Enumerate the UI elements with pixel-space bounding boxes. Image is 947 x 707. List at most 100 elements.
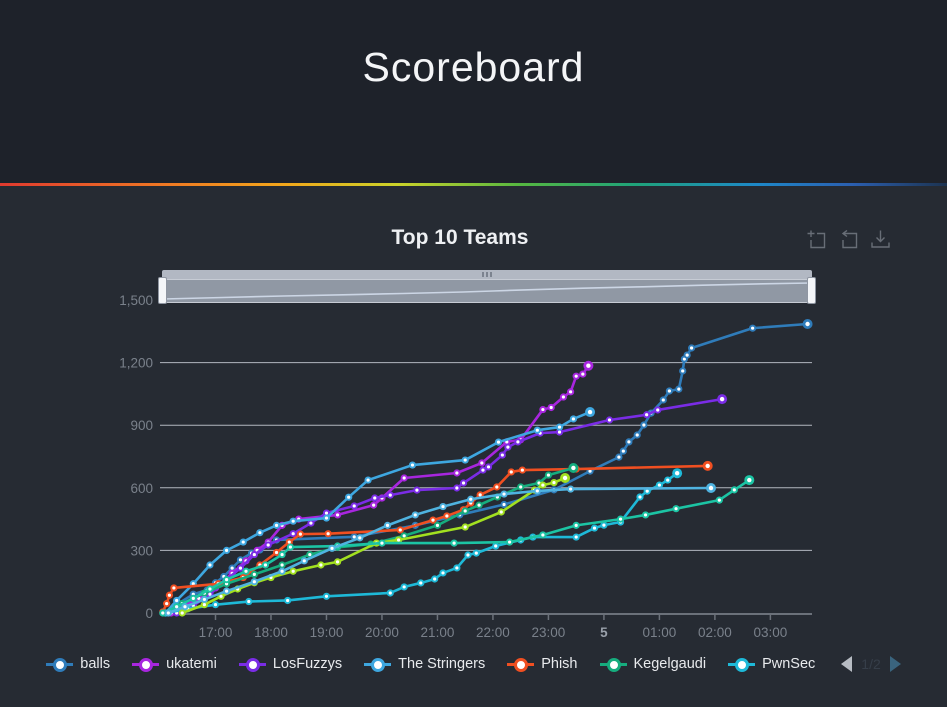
chart-toolbox xyxy=(807,229,890,249)
legend-label: Kegelgaudi xyxy=(633,656,707,672)
series-point-core xyxy=(661,398,665,402)
series-point-core xyxy=(607,418,612,422)
legend-item-phish[interactable]: Phish xyxy=(507,656,578,672)
series-point-core xyxy=(241,540,245,544)
series-point-core xyxy=(645,413,649,417)
series-point-core xyxy=(657,483,662,487)
page-title: Scoreboard xyxy=(362,44,585,90)
series-point-core xyxy=(719,396,725,402)
series-point-core xyxy=(569,390,573,394)
y-axis-label: 900 xyxy=(130,418,153,433)
series-point-core xyxy=(455,471,459,475)
series-point-core xyxy=(202,603,206,607)
legend-item-pwnsec[interactable]: PwnSec xyxy=(728,656,815,672)
series-point-core xyxy=(557,430,562,434)
series-point-core xyxy=(274,550,279,555)
series-point-core xyxy=(431,518,435,522)
series-point-core xyxy=(645,489,649,493)
series-point-core xyxy=(441,571,445,575)
series-point-core xyxy=(674,470,680,476)
datazoom-slider[interactable] xyxy=(158,270,816,304)
datazoom-move-handle[interactable] xyxy=(162,270,812,279)
legend-next-icon[interactable] xyxy=(889,656,901,672)
x-axis-label: 03:00 xyxy=(753,625,787,640)
series-point-core xyxy=(561,395,566,399)
series-point-core xyxy=(302,559,306,563)
datazoom-left-handle[interactable] xyxy=(158,277,167,304)
x-axis-label: 18:00 xyxy=(254,625,288,640)
series-point-core xyxy=(165,602,169,606)
series-line-PwnSec xyxy=(164,471,679,615)
series-point-core xyxy=(266,543,270,547)
series-point-core xyxy=(643,513,648,517)
series-point-core xyxy=(618,517,623,521)
series-point-core xyxy=(520,468,524,472)
series-point-core xyxy=(463,458,467,462)
legend-item-balls[interactable]: balls xyxy=(46,656,110,672)
series-point-core xyxy=(291,532,295,536)
legend-item-losfuzzys[interactable]: LosFuzzys xyxy=(238,656,342,672)
series-line-hidden-8 xyxy=(161,478,751,615)
series-point-core xyxy=(666,478,670,482)
series-point-core xyxy=(385,523,390,527)
legend-marker-icon xyxy=(132,657,160,672)
series-point-core xyxy=(252,580,256,584)
series-point-core xyxy=(507,540,512,544)
series-point-core xyxy=(347,495,351,499)
series-point-core xyxy=(415,488,419,492)
datazoom-track[interactable] xyxy=(162,279,812,303)
series-point-core xyxy=(208,587,212,591)
series-point-core xyxy=(258,531,262,535)
series-point-core xyxy=(667,389,671,393)
legend-page-info: 1/2 xyxy=(861,656,881,672)
x-axis-label: 19:00 xyxy=(310,625,344,640)
series-point-core xyxy=(477,503,481,507)
series-point-core xyxy=(419,581,423,585)
series-point-core xyxy=(324,594,329,598)
series-point-core xyxy=(352,535,356,539)
zoom-icon[interactable] xyxy=(807,230,826,249)
series-point-core xyxy=(549,405,553,410)
series-point-core xyxy=(380,541,384,545)
series-point-core xyxy=(441,504,445,509)
legend-marker-icon xyxy=(507,657,535,672)
save-image-icon[interactable] xyxy=(871,230,890,249)
series-point-core xyxy=(308,552,312,557)
series-point-core xyxy=(689,346,694,350)
legend-label: balls xyxy=(80,656,111,672)
series-point-core xyxy=(494,544,498,548)
legend-label: Phish xyxy=(541,656,578,672)
series-point-core xyxy=(175,598,179,603)
series-point-core xyxy=(519,485,523,489)
series-point-core xyxy=(674,507,678,511)
series-point-core xyxy=(474,551,478,555)
series-point-core xyxy=(167,593,172,597)
series-point-core xyxy=(175,605,179,609)
series-point-core xyxy=(541,533,545,537)
series-point-core xyxy=(455,486,459,490)
series-point-core xyxy=(213,603,218,607)
series-point-core xyxy=(747,477,752,483)
series-point-core xyxy=(172,586,176,590)
legend-prev-icon[interactable] xyxy=(841,656,853,672)
series-point-core xyxy=(621,449,625,453)
legend-item-kegelgaudi[interactable]: Kegelgaudi xyxy=(599,656,707,672)
x-axis-label: 22:00 xyxy=(476,625,510,640)
series-point-core xyxy=(319,563,323,567)
series-point-core xyxy=(638,495,642,499)
legend-item-ukatemi[interactable]: ukatemi xyxy=(132,656,217,672)
legend-item-the-stringers[interactable]: The Stringers xyxy=(364,656,485,672)
series-point-core xyxy=(496,440,501,444)
series-point-core xyxy=(592,526,597,530)
datazoom-right-handle[interactable] xyxy=(807,277,816,304)
series-point-core xyxy=(335,513,340,517)
series-point-core xyxy=(805,321,810,327)
series-point-core xyxy=(373,496,377,500)
series-point-core xyxy=(455,566,459,570)
series-point-core xyxy=(274,523,279,527)
restore-icon[interactable] xyxy=(839,229,858,249)
series-point-core xyxy=(413,513,417,517)
y-axis-label: 300 xyxy=(130,543,153,558)
series-point-core xyxy=(330,546,334,550)
series-point-core xyxy=(546,473,551,477)
